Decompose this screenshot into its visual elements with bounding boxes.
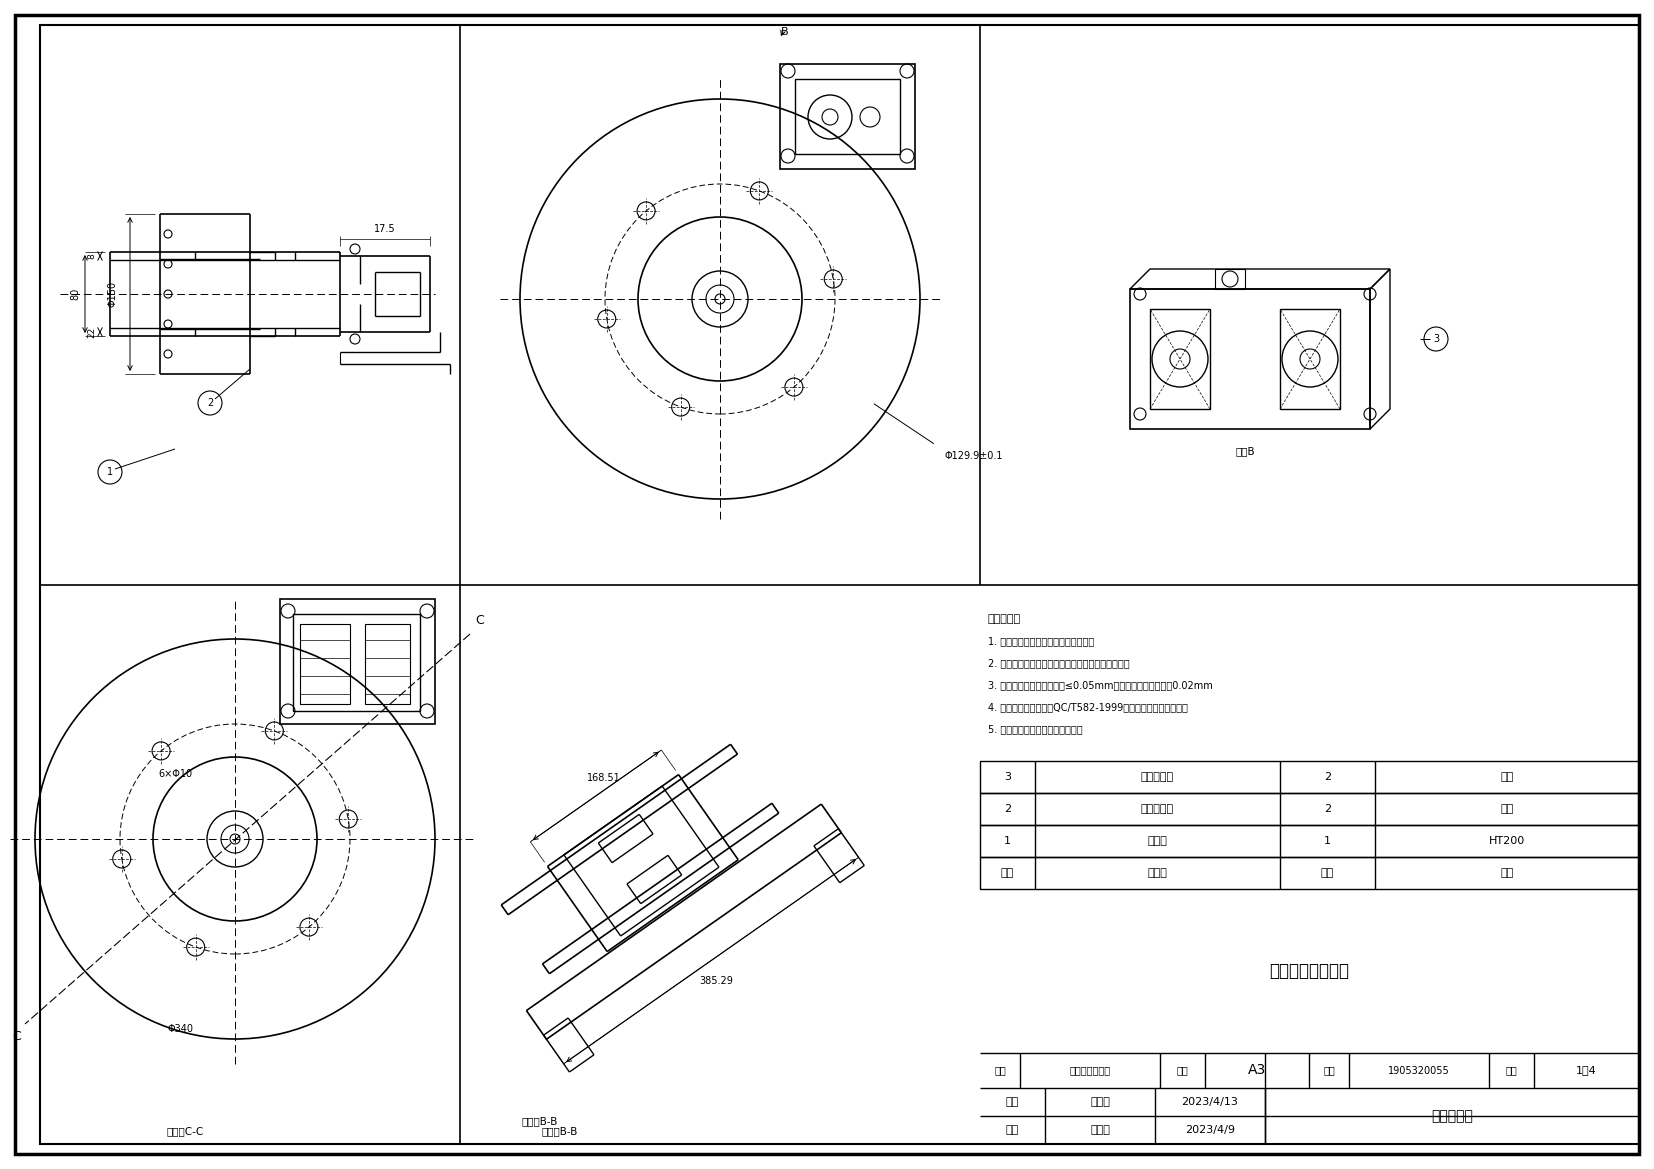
Text: 盘式制动器装配图: 盘式制动器装配图 (1270, 962, 1350, 980)
Text: 制动盘: 制动盘 (1148, 836, 1168, 846)
Text: 1: 1 (1004, 836, 1011, 846)
Text: 武汉商学院: 武汉商学院 (1431, 1109, 1474, 1123)
Bar (981, 857, 1639, 888)
Text: 视图B: 视图B (1236, 447, 1255, 456)
Text: 数量: 数量 (1322, 869, 1335, 878)
Bar (1150, 309, 1211, 409)
Text: B: B (781, 27, 789, 37)
Text: 1. 装配过程中不得磕碰零件各工作表面: 1. 装配过程中不得磕碰零件各工作表面 (987, 636, 1095, 646)
Text: 2: 2 (207, 397, 213, 408)
Bar (981, 761, 1639, 793)
Bar (1216, 269, 1245, 289)
Bar (366, 624, 410, 704)
Text: Φ150: Φ150 (108, 281, 117, 307)
Text: 学号: 学号 (1323, 1065, 1335, 1075)
Bar (981, 825, 1639, 857)
Text: 汽车制工程二班: 汽车制工程二班 (1070, 1065, 1110, 1075)
Text: 组件: 组件 (1500, 772, 1513, 782)
Text: 1: 1 (108, 466, 112, 477)
Text: 17.5: 17.5 (374, 224, 395, 234)
Text: 1: 1 (1323, 836, 1331, 846)
Text: 3: 3 (1432, 334, 1439, 344)
Text: 比例: 比例 (1505, 1065, 1517, 1075)
Text: 审核: 审核 (1006, 1097, 1019, 1107)
Text: Φ129.9±0.1: Φ129.9±0.1 (944, 451, 1002, 461)
Text: 图号: 图号 (1176, 1065, 1188, 1075)
Text: 技术要求：: 技术要求： (987, 614, 1021, 624)
Text: C: C (13, 1031, 22, 1044)
Text: 制动块总成: 制动块总成 (1141, 772, 1174, 782)
Text: 2: 2 (1323, 804, 1331, 814)
Bar (1280, 309, 1340, 409)
Text: 4. 其余技术条件应符合QC/T582-1999《轿车制动器性能要求》: 4. 其余技术条件应符合QC/T582-1999《轿车制动器性能要求》 (987, 703, 1188, 712)
Text: 2023/4/13: 2023/4/13 (1181, 1097, 1239, 1107)
Text: 制动钳总成: 制动钳总成 (1141, 804, 1174, 814)
Text: 80: 80 (69, 288, 79, 300)
Text: 李小庆: 李小庆 (1090, 1097, 1110, 1107)
Text: HT200: HT200 (1489, 836, 1525, 846)
Bar (299, 624, 351, 704)
Text: 剖视图B-B: 剖视图B-B (521, 1116, 557, 1126)
Text: 2023/4/9: 2023/4/9 (1184, 1125, 1236, 1135)
Bar (981, 793, 1639, 825)
Text: 零件名: 零件名 (1148, 869, 1168, 878)
Text: 序号: 序号 (1001, 869, 1014, 878)
Text: 组件: 组件 (1500, 804, 1513, 814)
Text: 8: 8 (88, 254, 96, 258)
Text: 3. 在制动盘最大直径处跳动≤0.05mm，其端面跳动应不大于0.02mm: 3. 在制动盘最大直径处跳动≤0.05mm，其端面跳动应不大于0.02mm (987, 680, 1212, 690)
Text: 班级: 班级 (994, 1065, 1006, 1075)
Text: 陈志宏: 陈志宏 (1090, 1125, 1110, 1135)
Text: 22: 22 (88, 326, 96, 338)
Text: 1：4: 1：4 (1576, 1065, 1596, 1075)
Text: 制图: 制图 (1006, 1125, 1019, 1135)
Text: 1905320055: 1905320055 (1388, 1065, 1451, 1075)
Text: 2. 摩擦块和制动盘上不允许有油脂，污垢及其它异物: 2. 摩擦块和制动盘上不允许有油脂，污垢及其它异物 (987, 658, 1130, 667)
Text: 3: 3 (1004, 772, 1011, 782)
Text: 剖视图B-B: 剖视图B-B (543, 1126, 579, 1136)
Text: C: C (476, 615, 485, 628)
Text: 2: 2 (1323, 772, 1331, 782)
Text: 6×Φ10: 6×Φ10 (157, 769, 192, 779)
Text: 385.29: 385.29 (700, 976, 733, 985)
Text: 剖视图C-C: 剖视图C-C (167, 1126, 203, 1136)
Text: 168.51: 168.51 (587, 773, 620, 783)
Text: 材料: 材料 (1500, 869, 1513, 878)
Text: A3: A3 (1247, 1064, 1265, 1078)
Text: 2: 2 (1004, 804, 1011, 814)
Text: Φ340: Φ340 (167, 1024, 194, 1035)
Text: 5. 工作介质：壳牌动力超日制动液: 5. 工作介质：壳牌动力超日制动液 (987, 724, 1083, 734)
